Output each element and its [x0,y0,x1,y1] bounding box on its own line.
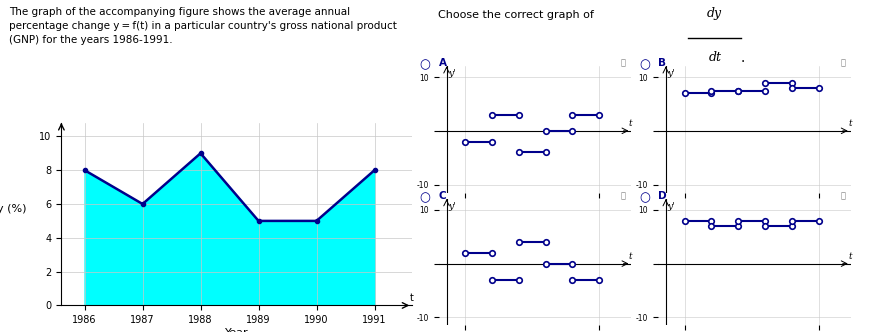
Text: dy: dy [707,7,723,20]
Text: t: t [629,252,632,261]
Text: y': y' [667,202,674,211]
Y-axis label: y (%): y (%) [0,204,26,214]
Text: 🔍: 🔍 [621,191,626,200]
Text: B: B [658,58,666,68]
Text: A: A [438,58,446,68]
Text: 🔍: 🔍 [621,58,626,67]
Text: D: D [658,191,667,201]
Text: y': y' [448,202,455,211]
Text: t: t [848,119,852,128]
Text: .: . [741,51,745,65]
Text: dt: dt [709,51,721,64]
Text: t: t [410,293,413,303]
Text: C: C [438,191,446,201]
Text: t: t [848,252,852,261]
Text: ○: ○ [420,58,431,71]
Text: ○: ○ [639,191,650,204]
X-axis label: Year: Year [225,328,248,332]
Text: ○: ○ [639,58,650,71]
Text: t: t [629,119,632,128]
Text: 🔍: 🔍 [840,58,845,67]
Text: 🔍: 🔍 [840,191,845,200]
Text: y': y' [448,69,455,78]
Text: The graph of the accompanying figure shows the average annual
percentage change : The graph of the accompanying figure sho… [9,7,396,44]
Text: Choose the correct graph of: Choose the correct graph of [438,10,595,20]
Text: ○: ○ [420,191,431,204]
Text: y': y' [667,69,674,78]
